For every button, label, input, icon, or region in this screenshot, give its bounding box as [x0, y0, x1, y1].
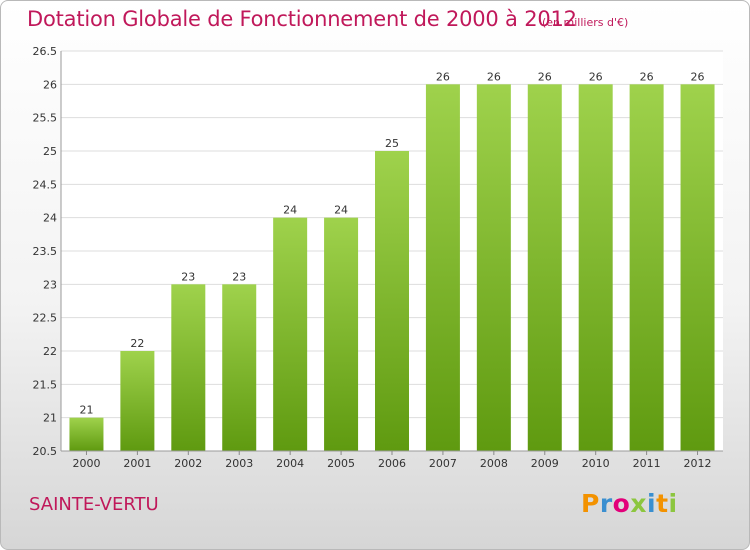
logo-letter: i: [647, 489, 657, 518]
bar-2009: [527, 84, 562, 451]
bars: [69, 84, 715, 451]
bar-value-label: 26: [691, 70, 705, 83]
y-tick-label: 23: [43, 278, 57, 291]
bar-2002: [171, 284, 206, 451]
bar-2007: [425, 84, 460, 451]
y-tick-label: 21: [43, 412, 57, 425]
logo-letter: i: [668, 489, 678, 518]
proxiti-logo: Proxiti: [581, 489, 678, 518]
x-tick-label: 2009: [531, 457, 559, 470]
bar-value-label: 21: [79, 404, 93, 417]
bar-value-label: 24: [283, 204, 297, 217]
bar-value-label: 23: [232, 270, 246, 283]
bar-value-label: 26: [487, 70, 501, 83]
logo-letter: o: [612, 489, 631, 518]
y-tick-label: 22: [43, 345, 57, 358]
y-tick-label: 25: [43, 145, 57, 158]
bar-2008: [476, 84, 511, 451]
bar-value-label: 24: [334, 204, 348, 217]
bar-2004: [273, 217, 308, 451]
x-tick-label: 2001: [123, 457, 151, 470]
y-tick-label: 24.5: [33, 178, 58, 191]
x-tick-label: 2008: [480, 457, 508, 470]
logo-letter: r: [599, 489, 613, 518]
y-tick-label: 24: [43, 212, 57, 225]
chart-title: Dotation Globale de Fonctionnement de 20…: [27, 7, 577, 31]
bar-value-labels: 21 22 23 23 24 24 25 26 26 26 26 26 26: [79, 70, 704, 416]
x-tick-labels: 2000 2001 2002 2003 2004 2005 2006 2007 2008 2009…: [72, 451, 712, 470]
x-tick-label: 2012: [684, 457, 712, 470]
y-tick-label: 26: [43, 78, 57, 91]
bar-2000: [69, 417, 104, 451]
x-tick-label: 2000: [72, 457, 100, 470]
x-tick-label: 2003: [225, 457, 253, 470]
bar-value-label: 22: [130, 337, 144, 350]
bar-2003: [222, 284, 257, 451]
unit-note: (en milliers d'€): [542, 16, 629, 29]
x-tick-label: 2004: [276, 457, 304, 470]
bar-value-label: 26: [589, 70, 603, 83]
bar-2011: [629, 84, 664, 451]
bar-2005: [324, 217, 359, 451]
bar-2001: [120, 351, 155, 451]
y-tick-labels: 20.5 21 21.5 22 22.5 23 23.5 24 24.5 25 25.5 26 26.5: [33, 45, 58, 458]
x-tick-label: 2005: [327, 457, 355, 470]
y-tick-label: 20.5: [33, 445, 58, 458]
x-tick-label: 2007: [429, 457, 457, 470]
logo-letter: P: [581, 489, 600, 518]
bar-2006: [375, 151, 409, 451]
y-tick-label: 25.5: [33, 112, 58, 125]
y-tick-label: 21.5: [33, 378, 58, 391]
bar-value-label: 26: [436, 70, 450, 83]
bar-value-label: 25: [385, 137, 399, 150]
bar-value-label: 26: [538, 70, 552, 83]
bar-2010: [578, 84, 613, 451]
logo-letter: x: [630, 489, 647, 518]
y-tick-label: 26.5: [33, 45, 58, 58]
bar-value-label: 23: [181, 270, 195, 283]
x-tick-label: 2010: [582, 457, 610, 470]
y-tick-label: 23.5: [33, 245, 58, 258]
x-tick-label: 2006: [378, 457, 406, 470]
bar-value-label: 26: [640, 70, 654, 83]
x-tick-label: 2002: [174, 457, 202, 470]
logo-letter: t: [656, 489, 669, 518]
bar-2012: [680, 84, 715, 451]
x-tick-label: 2011: [633, 457, 661, 470]
commune-name: SAINTE-VERTU: [29, 494, 159, 515]
y-tick-label: 22.5: [33, 312, 58, 325]
